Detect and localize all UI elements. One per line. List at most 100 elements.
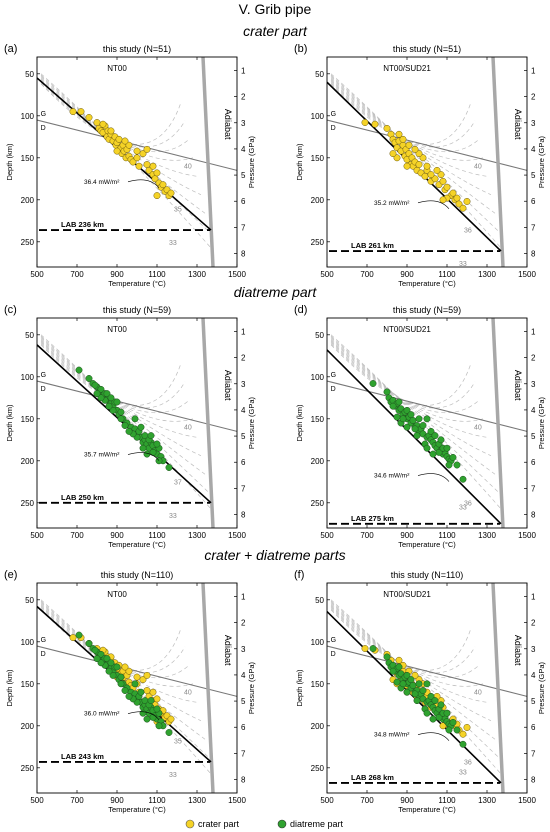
plot-area bbox=[37, 583, 237, 793]
graphite-label: G bbox=[41, 637, 46, 644]
pressure-tick-label: 5 bbox=[241, 171, 246, 180]
diatreme-point bbox=[407, 411, 415, 419]
crater-point bbox=[393, 154, 401, 162]
model-label: NT00 bbox=[107, 325, 127, 334]
geotherm-label: 40 bbox=[184, 690, 192, 697]
pressure-axis-label: Pressure (GPa) bbox=[247, 396, 256, 449]
pressure-tick-label: 1 bbox=[241, 592, 246, 601]
pressure-tick-label: 6 bbox=[531, 458, 536, 467]
y-tick-label: 100 bbox=[311, 373, 325, 382]
geotherm-line bbox=[330, 340, 484, 422]
y-tick-label: 50 bbox=[315, 70, 324, 79]
crater-point bbox=[449, 189, 457, 197]
pressure-tick-label: 5 bbox=[531, 697, 536, 706]
x-tick-label: 1100 bbox=[438, 796, 456, 805]
diatreme-point bbox=[429, 715, 437, 723]
adiabat-label: Adiabat bbox=[223, 635, 233, 666]
x-tick-label: 900 bbox=[110, 270, 124, 279]
diamond-label: D bbox=[41, 386, 46, 393]
crater-point bbox=[433, 166, 441, 174]
crater-point bbox=[463, 724, 471, 731]
x-tick-label: 700 bbox=[70, 531, 84, 540]
geotherm-line bbox=[330, 602, 496, 740]
geotherm-label: 35 bbox=[174, 207, 182, 214]
x-tick-label: 1500 bbox=[228, 531, 246, 540]
diatreme-point bbox=[415, 680, 423, 688]
pressure-tick-label: 3 bbox=[241, 119, 246, 128]
pressure-tick-label: 3 bbox=[531, 380, 536, 389]
panel-letter: (a) bbox=[4, 43, 17, 55]
x-tick-label: 500 bbox=[320, 796, 334, 805]
crater-point bbox=[125, 141, 133, 149]
pressure-tick-label: 8 bbox=[241, 250, 246, 259]
geotherm-label: 33 bbox=[169, 772, 177, 779]
x-tick-label: 900 bbox=[400, 270, 414, 279]
geotherm-line bbox=[330, 603, 492, 722]
adiabat-label: Adiabat bbox=[223, 109, 233, 140]
x-tick-label: 1100 bbox=[148, 796, 166, 805]
y-tick-label: 200 bbox=[21, 457, 35, 466]
pressure-tick-label: 6 bbox=[241, 197, 246, 206]
geotherm-line bbox=[330, 343, 476, 409]
crater-point bbox=[361, 645, 369, 652]
y-tick-label: 250 bbox=[311, 238, 325, 247]
y-tick-label: 50 bbox=[315, 596, 324, 605]
pressure-axis-label: Pressure (GPa) bbox=[247, 661, 256, 714]
x-tick-label: 1300 bbox=[188, 270, 206, 279]
geotherm-line bbox=[330, 342, 480, 414]
pressure-tick-label: 8 bbox=[241, 776, 246, 785]
pressure-tick-label: 8 bbox=[531, 250, 536, 259]
plot-frame bbox=[326, 317, 528, 529]
pressure-tick-label: 2 bbox=[241, 619, 246, 628]
crater-point bbox=[419, 154, 427, 162]
section-title-combined: crater + diatreme parts bbox=[204, 547, 345, 563]
x-axis-label: Temperature (°C) bbox=[108, 279, 166, 288]
diatreme-point bbox=[105, 667, 113, 675]
geotherm-line bbox=[40, 605, 194, 687]
plot-frame bbox=[36, 317, 238, 529]
x-tick-label: 1300 bbox=[188, 796, 206, 805]
section-title-diatreme: diatreme part bbox=[234, 284, 318, 300]
pressure-tick-label: 6 bbox=[241, 723, 246, 732]
diatreme-point bbox=[389, 402, 397, 410]
x-tick-label: 900 bbox=[400, 796, 414, 805]
geotherm-label: 37 bbox=[174, 479, 182, 486]
heat-flow-label: 34.8 mW/m² bbox=[374, 732, 410, 739]
panel-title: this study (N=110) bbox=[101, 570, 174, 580]
geotherm-label: 35 bbox=[174, 738, 182, 745]
crater-point bbox=[107, 127, 115, 135]
diatreme-point bbox=[437, 436, 445, 444]
y-tick-label: 50 bbox=[25, 70, 34, 79]
x-tick-label: 1500 bbox=[228, 270, 246, 279]
y-axis-label: Depth (km) bbox=[295, 404, 304, 442]
x-axis-label: Temperature (°C) bbox=[108, 540, 166, 549]
pressure-tick-label: 1 bbox=[241, 327, 246, 336]
heat-flow-leader bbox=[417, 200, 450, 210]
x-tick-label: 500 bbox=[30, 270, 44, 279]
diatreme-point bbox=[399, 415, 407, 423]
panel-letter: (e) bbox=[4, 569, 17, 581]
crater-point bbox=[427, 171, 435, 179]
crater-point bbox=[133, 673, 141, 681]
diatreme-point bbox=[431, 697, 439, 705]
x-tick-label: 1300 bbox=[478, 796, 496, 805]
pressure-tick-label: 1 bbox=[531, 592, 536, 601]
crater-point bbox=[453, 194, 461, 202]
diamond-label: D bbox=[331, 125, 336, 132]
x-tick-label: 1500 bbox=[518, 531, 536, 540]
y-tick-label: 250 bbox=[21, 764, 35, 773]
pressure-tick-label: 4 bbox=[241, 406, 246, 415]
x-axis-label: Temperature (°C) bbox=[398, 805, 456, 814]
y-tick-label: 50 bbox=[25, 331, 34, 340]
y-tick-label: 200 bbox=[21, 722, 35, 731]
diatreme-point bbox=[107, 659, 115, 667]
diamond-label: D bbox=[41, 125, 46, 132]
crater-point bbox=[371, 120, 379, 128]
pressure-tick-label: 2 bbox=[241, 354, 246, 363]
crater-point bbox=[167, 715, 175, 723]
adiabat-line bbox=[201, 583, 215, 793]
diatreme-point bbox=[437, 701, 445, 709]
model-label: NT00/SUD21 bbox=[383, 64, 431, 73]
x-tick-label: 1500 bbox=[518, 270, 536, 279]
